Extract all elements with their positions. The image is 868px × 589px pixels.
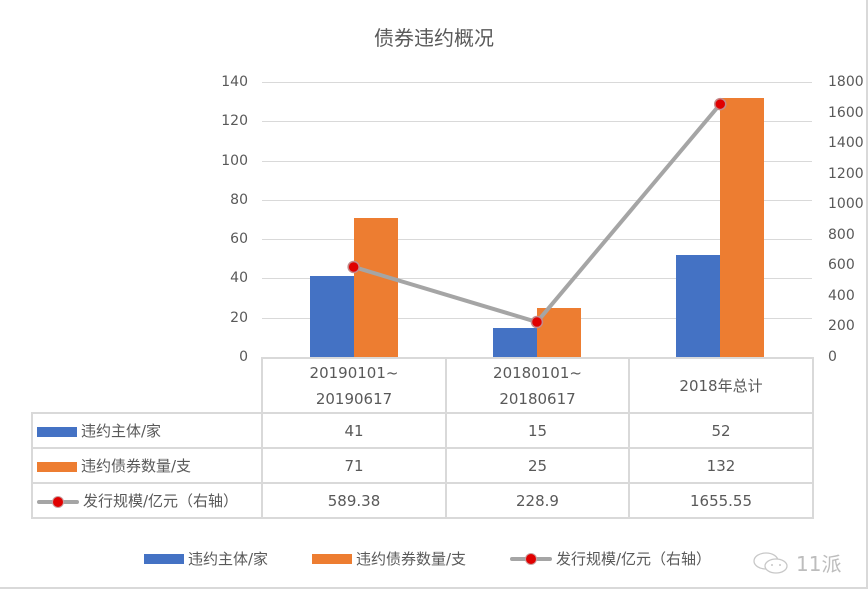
chart-title: 债券违约概况 (374, 26, 494, 50)
legend-item: 违约债券数量/支 (312, 548, 466, 569)
category-label: 20190101~ 20190617 (261, 357, 447, 414)
left-axis-tick: 60 (230, 231, 248, 248)
category-label: 20180101~ 20180617 (445, 357, 630, 414)
left-axis-tick: 80 (230, 191, 248, 208)
orange-bar-legend-icon (37, 461, 77, 472)
bar-default-bonds (536, 307, 581, 357)
left-axis-tick: 0 (239, 349, 248, 365)
right-axis-tick: 400 (828, 287, 855, 304)
table-row: 发行规模/亿元（右轴） 589.38 228.9 1655.55 (31, 482, 814, 519)
data-table: 20190101~ 20190617 20180101~ 20180617 2018… (31, 357, 814, 519)
wechat-icon (753, 551, 788, 574)
orange-bar-legend-icon (312, 553, 352, 564)
row-header: 发行规模/亿元（右轴） (31, 482, 263, 519)
left-axis-tick: 100 (221, 152, 248, 169)
left-axis-tick: 40 (230, 270, 248, 287)
left-axis-tick: 140 (221, 74, 248, 90)
right-axis-tick: 1400 (828, 135, 864, 152)
watermark: 11派 (752, 548, 841, 577)
right-axis-tick: 1800 (828, 74, 864, 90)
right-axis-tick: 0 (828, 349, 837, 365)
table-row: 违约主体/家 41 15 52 (31, 412, 814, 449)
right-axis-tick: 1600 (828, 104, 864, 121)
left-axis-tick: 20 (230, 309, 248, 326)
row-header: 违约主体/家 (31, 412, 263, 449)
gridline (262, 82, 812, 83)
bar-default-entities (492, 327, 537, 357)
blue-bar-legend-icon (144, 553, 184, 564)
table-row: 违约债券数量/支 71 25 132 (31, 447, 814, 484)
right-axis-tick: 1000 (828, 196, 864, 213)
line-marker-legend-icon (37, 496, 79, 507)
row-header: 违约债券数量/支 (31, 447, 263, 484)
right-axis-tick: 1200 (828, 165, 864, 182)
line-marker-legend-icon (510, 553, 552, 564)
bar-default-bonds (353, 217, 398, 357)
category-label: 2018年总计 (628, 357, 814, 414)
right-axis-tick: 200 (828, 318, 855, 335)
left-axis-tick: 120 (221, 113, 248, 130)
bar-default-bonds (720, 97, 765, 357)
bar-default-entities (309, 276, 354, 357)
legend-item: 违约主体/家 (144, 548, 268, 569)
bar-default-entities (676, 254, 721, 357)
right-axis-tick: 800 (828, 226, 855, 243)
blue-bar-legend-icon (37, 426, 77, 437)
right-axis-tick: 600 (828, 257, 855, 274)
legend-item: 发行规模/亿元（右轴） (510, 548, 711, 569)
